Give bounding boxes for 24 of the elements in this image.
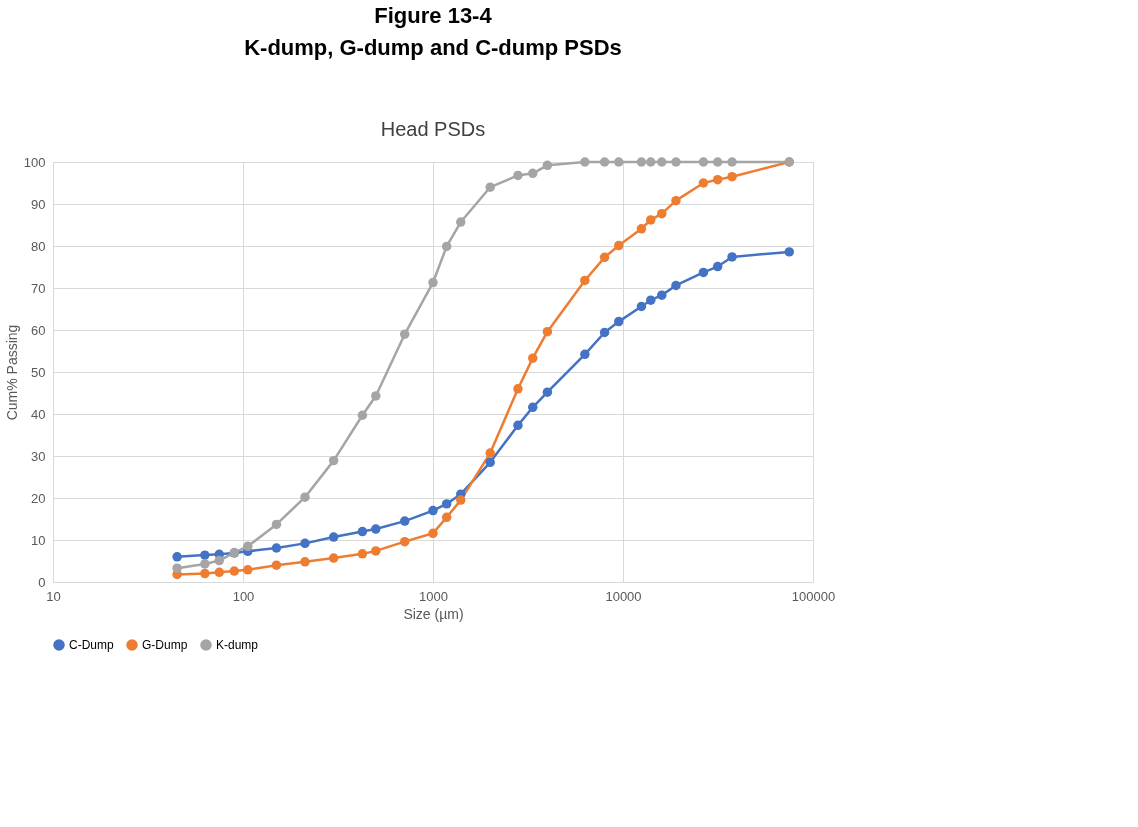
y-tick-label: 50 [31,364,46,380]
x-tick-label: 1000 [419,588,448,604]
chart-subtitle: K-dump, G-dump and C-dump PSDs [244,35,622,60]
y-tick-label: 10 [31,532,46,548]
y-tick-label: 20 [31,490,46,506]
y-tick-label: 70 [31,280,46,296]
y-tick-label: 40 [31,406,46,422]
chart-title: Figure 13-4 [374,3,493,28]
y-tick-label: 60 [31,322,46,338]
x-tick-label: 10000 [605,588,642,604]
y-tick-label: 100 [23,154,46,170]
y-tick-label: 0 [38,574,46,590]
y-axis-title: Cum% Passing [3,324,20,421]
legend-label: C-Dump [69,638,114,652]
text: Head PSDs [380,118,486,140]
x-tick-label: 100 [232,588,255,604]
legend-label: G-Dump [142,638,188,652]
x-tick-label: 100000 [791,588,836,604]
y-tick-label: 30 [31,448,46,464]
x-tick-label: 10 [46,588,61,604]
y-tick-label: 80 [31,238,46,254]
y-tick-label: 90 [31,196,46,212]
x-axis-title: Size (µm) [403,605,464,622]
legend-label: K-dump [216,638,259,652]
